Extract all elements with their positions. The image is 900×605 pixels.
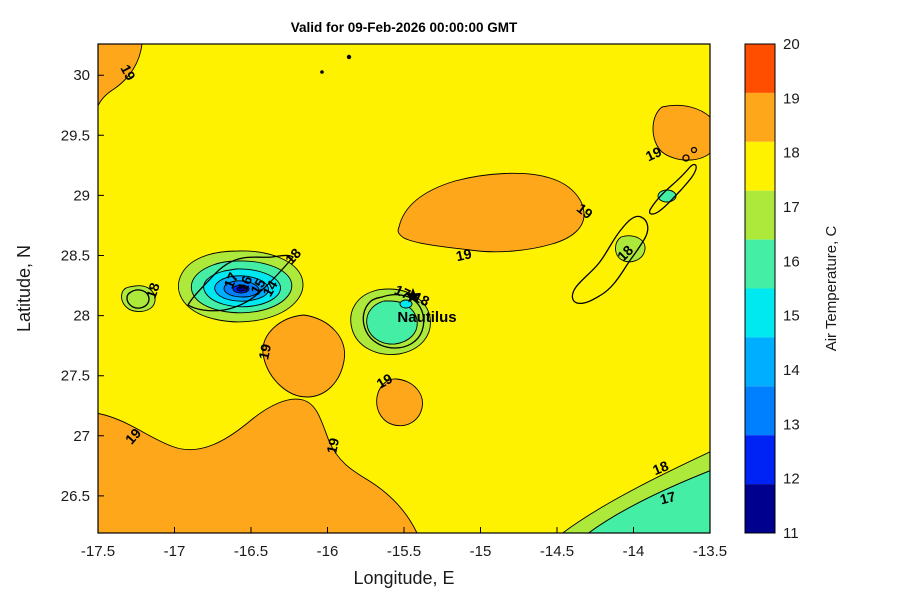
colorbar-tick-label: 15	[783, 308, 800, 325]
y-tick-label: 27	[73, 428, 90, 445]
warm-region-northwest-corner	[98, 44, 143, 107]
colorbar: 20 19 18 17 16 15 14 13 12 11 Air Temper…	[744, 36, 840, 542]
colorbar-tick-label: 17	[783, 199, 800, 216]
contour-label: 15	[247, 275, 269, 297]
warm-region-central	[397, 172, 585, 253]
x-tick-label: -16.5	[234, 543, 268, 560]
coastline-islet-north-lanzarote-1	[682, 154, 690, 162]
contour-label: 19	[374, 370, 396, 392]
y-tick-label: 27.5	[61, 368, 90, 385]
contour-label: 17	[220, 270, 241, 291]
warm-region-northeast	[652, 104, 710, 161]
colorbar-tick-label: 19	[783, 90, 800, 107]
gran-canaria-ring-16-17	[366, 300, 418, 345]
colorbar-tick-label: 16	[783, 253, 800, 270]
contour-label: 19	[117, 62, 139, 83]
colorbar-band-18-19	[745, 141, 775, 191]
contour-label: 14	[259, 277, 281, 299]
cold-core-center-11-12	[236, 286, 246, 292]
colorbar-band-19-20	[745, 92, 775, 142]
contour-label: 18	[143, 281, 163, 301]
coastline-fuerteventura	[571, 215, 649, 305]
contour-label: 17	[658, 488, 677, 507]
colorbar-frame	[744, 43, 776, 534]
x-axis-label: Longitude, E	[353, 568, 454, 588]
warm-region-south-of-gran-canaria	[376, 378, 423, 427]
contour-field: 19 19 19 19 18 18 17 16 15 14 19 19 19 1…	[98, 44, 710, 533]
y-tick-label: 26.5	[61, 488, 90, 505]
x-tick-label: -15.5	[387, 543, 421, 560]
contour-label: 19	[255, 342, 274, 361]
colorbar-tick-label: 20	[783, 36, 800, 53]
warm-region-south-of-tenerife	[262, 314, 345, 398]
y-tick-marks	[98, 74, 104, 497]
x-tick-label: -16	[317, 543, 339, 560]
coastline-lanzarote	[648, 163, 697, 215]
cool-patch-north-fuerteventura	[615, 235, 646, 263]
y-axis-label: Latitude, N	[14, 245, 34, 332]
y-tick-label: 28	[73, 308, 90, 325]
contour-label: 16	[234, 273, 255, 294]
colorbar-tick-label: 14	[783, 362, 800, 379]
colorbar-band-15-16	[745, 288, 775, 338]
islet-dot-selvagens-2	[346, 54, 352, 60]
plot-title: Valid for 09-Feb-2026 00:00:00 GMT	[291, 20, 518, 35]
coastline-islet-north-lanzarote-2	[690, 146, 698, 154]
colorbar-band-14-15	[745, 337, 775, 387]
contour-label: 18	[650, 457, 671, 478]
y-tick-label: 29.5	[61, 127, 90, 144]
y-tick-label: 28.5	[61, 248, 90, 265]
colorbar-band-20-21	[745, 44, 775, 93]
colorbar-tick-label: 18	[783, 145, 800, 162]
x-tick-label: -14	[623, 543, 645, 560]
contour-label: 19	[454, 245, 473, 264]
coastline-la-gomera	[126, 289, 150, 309]
contour-label: 19	[323, 436, 342, 455]
colorbar-tick-label: 11	[783, 525, 799, 542]
y-tick-label: 29	[73, 187, 90, 204]
contour-label: 19	[643, 143, 664, 164]
colorbar-band-12-13	[745, 435, 775, 485]
islet-dot-selvagens-1	[320, 70, 324, 74]
colorbar-band-13-14	[745, 386, 775, 436]
y-tick-label: 30	[73, 67, 90, 84]
coastline-tenerife	[187, 254, 294, 312]
colorbar-band-11-12	[745, 484, 775, 533]
colorbar-axis-label: Air Temperature, C	[823, 226, 840, 352]
station-marker-star-icon	[405, 288, 421, 303]
x-tick-label: -15	[470, 543, 492, 560]
warm-region-south-band	[98, 398, 418, 533]
station-label: Nautilus	[397, 309, 456, 326]
colorbar-band-16-17	[745, 239, 775, 289]
coastline-gran-canaria	[362, 294, 425, 349]
x-tick-label: -14.5	[540, 543, 574, 560]
colorbar-band-17-18	[745, 190, 775, 240]
colorbar-tick-label: 13	[783, 416, 800, 433]
x-tick-label: -13.5	[693, 543, 727, 560]
colorbar-tick-label: 12	[783, 471, 800, 488]
contour-label: 17	[392, 281, 413, 302]
x-tick-label: -17.5	[81, 543, 115, 560]
cool-band-southeast-16-17	[587, 470, 710, 533]
x-tick-marks	[97, 527, 711, 533]
x-tick-label: -17	[164, 543, 186, 560]
